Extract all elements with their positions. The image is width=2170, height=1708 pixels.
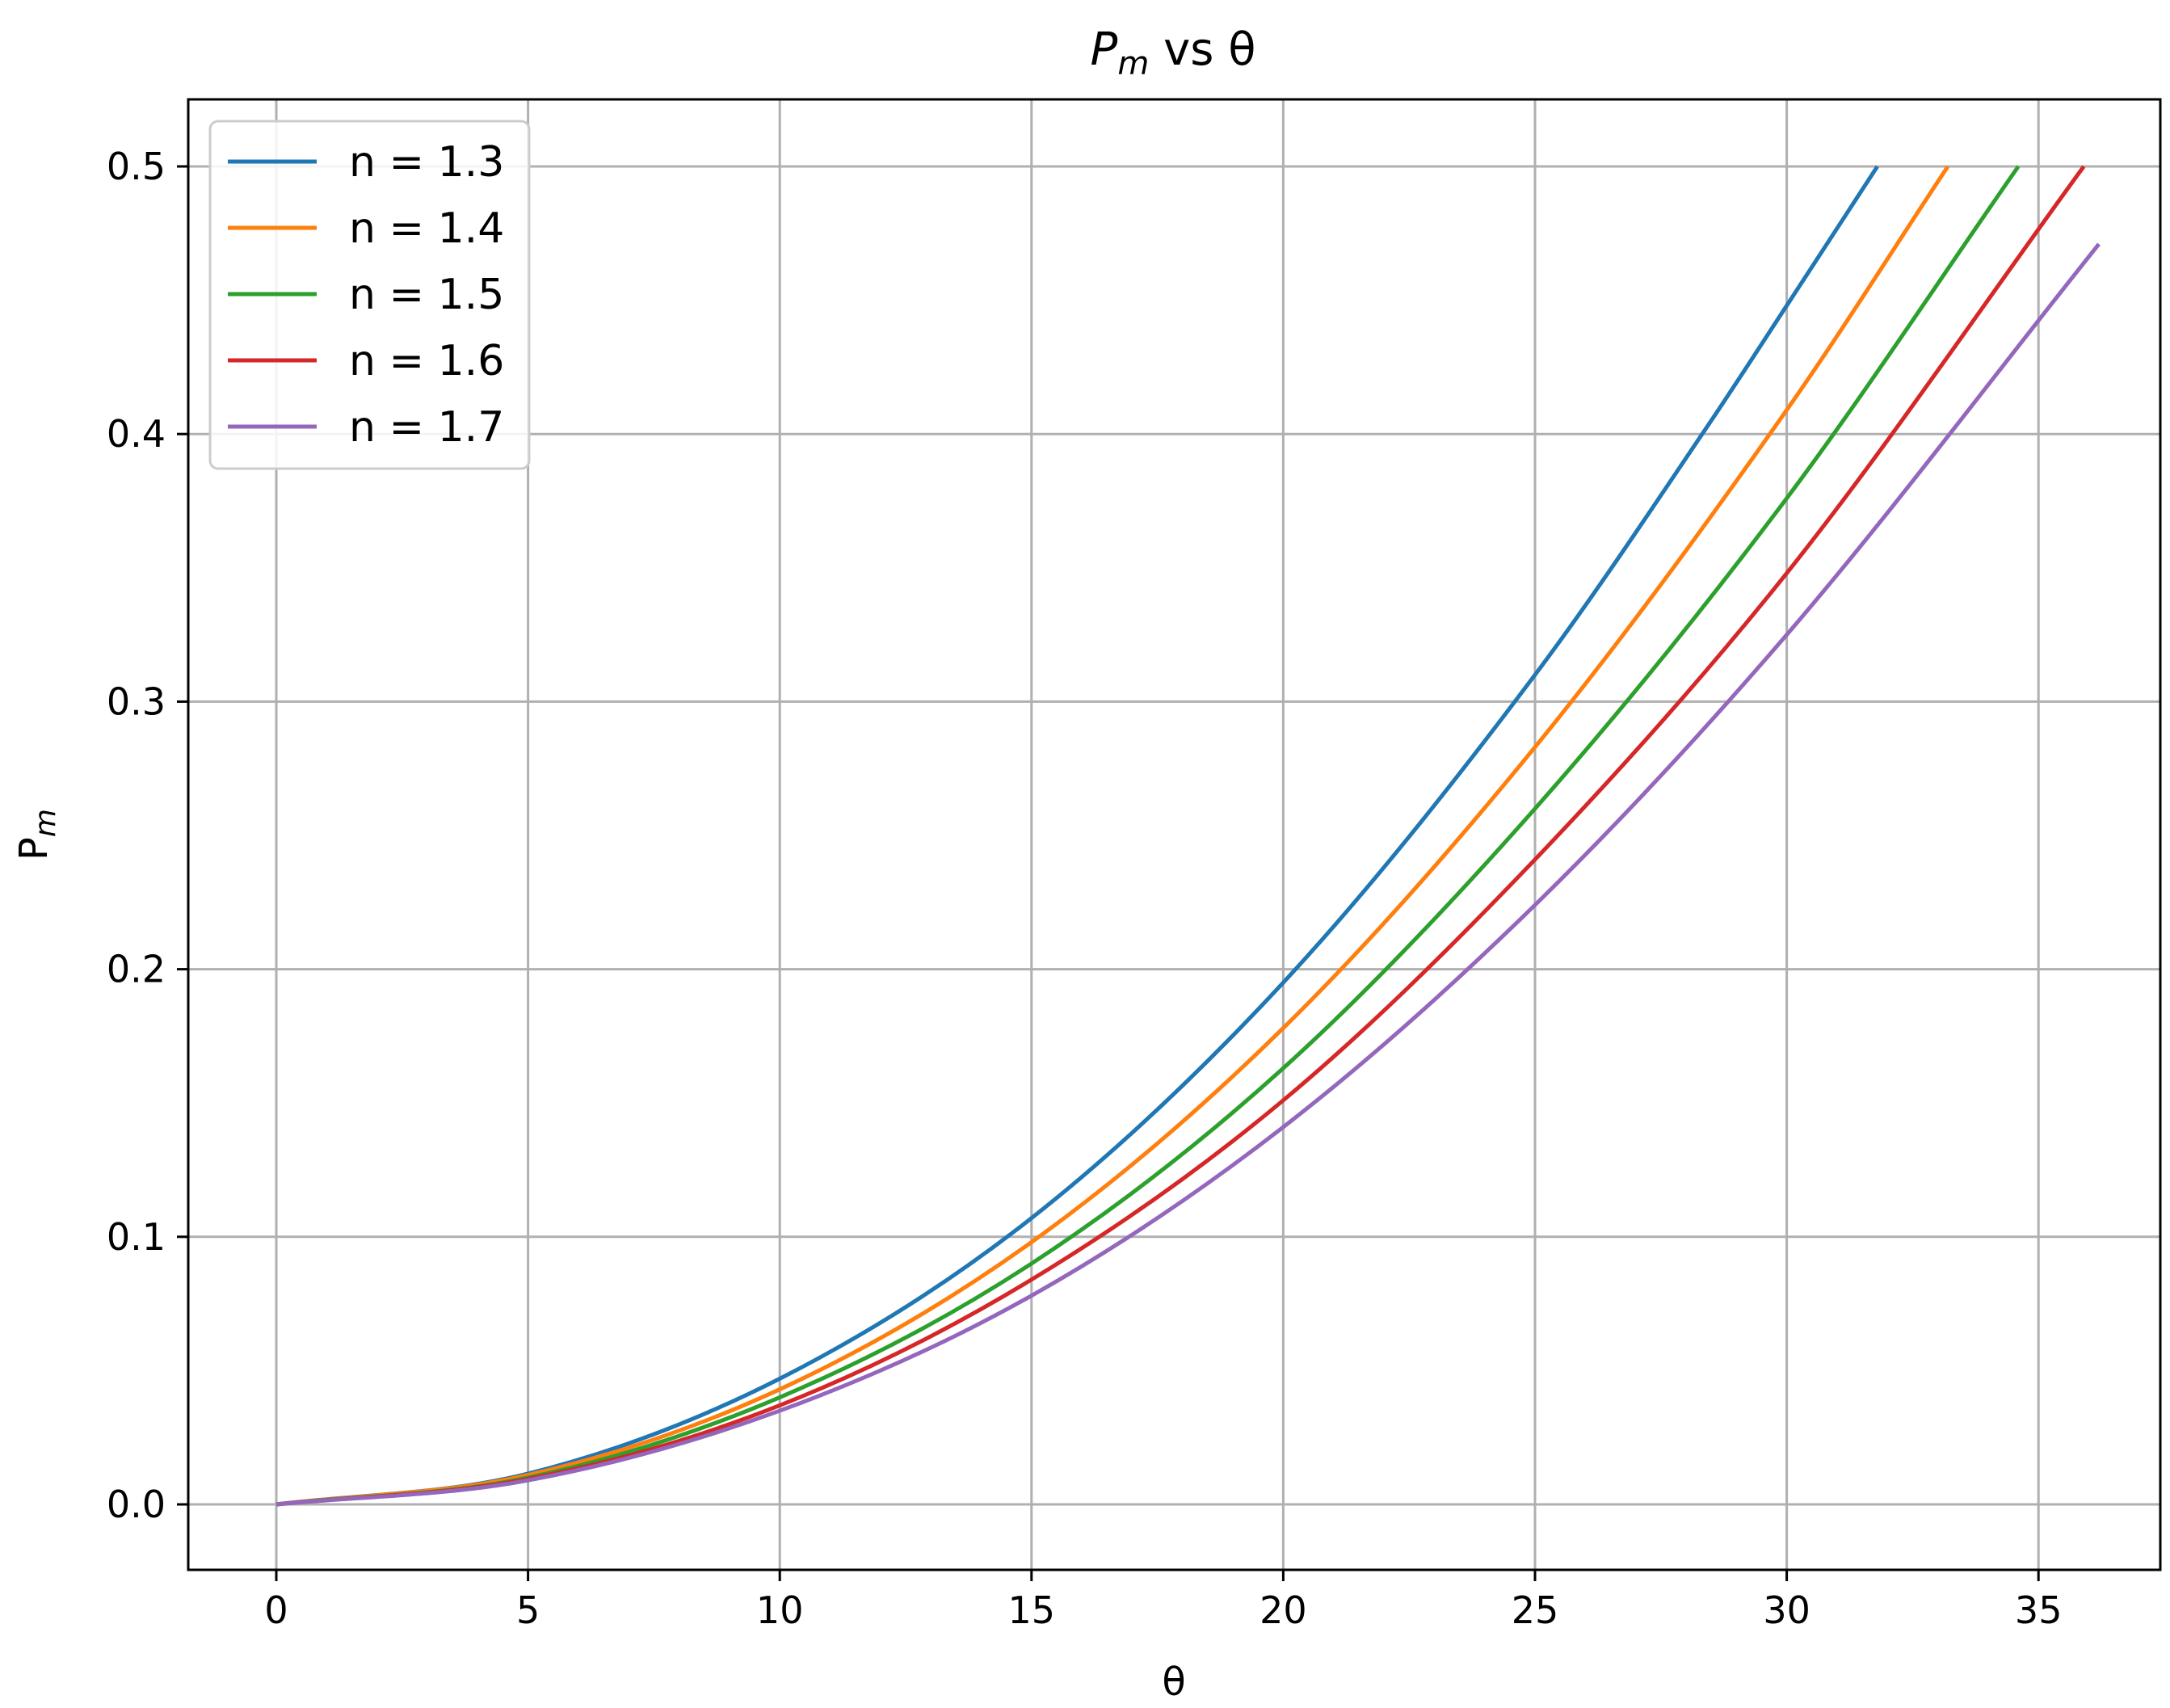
axis-ticks: 0 5 10 15 20 25 30 35 0.0 0.1 0.2 0.3 0.4 0.5 [107,145,2063,1632]
legend-label: n = 1.4 [349,204,504,253]
legend: n = 1.3 n = 1.4 n = 1.5 n = 1.6 n = 1.7 [208,120,531,470]
y-tick-label: 0.3 [107,679,166,723]
legend-label: n = 1.6 [349,337,504,385]
ylabel-sub: m [29,809,62,837]
y-tick-label: 0.1 [107,1215,166,1259]
x-tick-label: 25 [1512,1588,1559,1632]
title-main: P [1091,23,1118,76]
series-line-2 [275,165,1950,1507]
series-line-5 [275,242,2101,1507]
x-tick-label: 0 [264,1588,288,1632]
legend-label: n = 1.5 [349,271,504,319]
title-sub: m [1117,45,1149,82]
x-tick-label: 10 [756,1588,804,1632]
y-tick-label: 0.5 [107,145,166,188]
x-tick-label: 30 [1763,1588,1810,1632]
y-axis-label: Pm [11,809,62,860]
title-rest: vs θ [1149,23,1255,76]
series-group [275,165,2101,1507]
series-line-1 [275,165,1879,1507]
y-tick-label: 0.2 [107,948,166,991]
chart-title: Pm vs θ [1091,23,1256,82]
series-line-3 [275,165,2021,1507]
x-axis-label: θ [1162,1660,1185,1705]
legend-box [208,120,531,470]
x-tick-label: 5 [516,1588,540,1632]
x-tick-label: 20 [1260,1588,1307,1632]
series-line-4 [275,165,2086,1507]
y-tick-label: 0.0 [107,1483,166,1526]
legend-label: n = 1.7 [349,403,504,452]
x-tick-label: 15 [1008,1588,1056,1632]
axes-frame [187,98,2162,1571]
x-tick-label: 35 [2015,1588,2063,1632]
ylabel-main: P [11,837,57,860]
y-tick-label: 0.4 [107,412,166,456]
legend-label: n = 1.3 [349,138,504,187]
grid-lines [188,99,2160,1570]
